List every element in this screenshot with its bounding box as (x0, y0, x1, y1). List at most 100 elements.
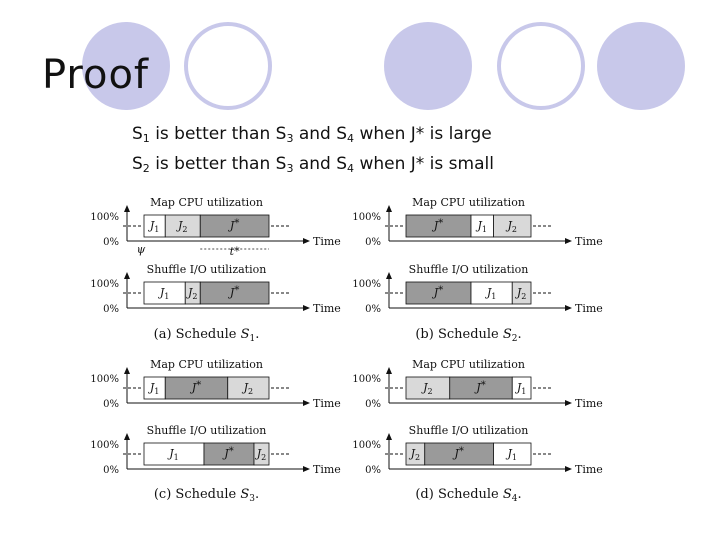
schedule-c-shuffle-segment-label-0: J1 (167, 447, 179, 462)
schedule-c-map-y-top: 100% (90, 374, 119, 385)
schedule-a-psi-marker: ψ (137, 243, 146, 256)
schedule-b-shuffle-segment-label-1: J1 (485, 286, 497, 301)
schedule-d-map-x-label: Time (575, 397, 603, 410)
schedule-c-map-title: Map CPU utilization (150, 358, 263, 371)
decor-circle-3 (597, 22, 685, 110)
schedule-c-shuffle-segment-label-2: J2 (255, 447, 267, 462)
bullet-text: when J* is small (354, 154, 494, 174)
bullet-text: is better than S (149, 154, 287, 174)
schedule-a-map-segment-label-0: J1 (148, 219, 160, 234)
schedule-d-map-y-top: 100% (352, 374, 381, 385)
schedule-d-shuffle-segment-label-0: J2 (409, 447, 421, 462)
schedule-d-shuffle-title: Shuffle I/O utilization (409, 424, 529, 437)
schedule-c-map-x-arrow (303, 400, 310, 406)
schedule-a-caption: (a) Schedule S1. (154, 327, 260, 344)
schedule-d-map-segment-label-1: J* (474, 380, 485, 394)
subscript: 1 (142, 132, 150, 145)
schedule-d-map-x-arrow (565, 400, 572, 406)
schedule-a-tstar-marker: t* (230, 245, 240, 258)
schedule-b-shuffle-x-label: Time (575, 302, 603, 315)
schedule-b-map-segment-label-0: J* (432, 218, 443, 232)
schedule-b-map-y-arrow (386, 205, 392, 212)
schedule-c-shuffle-y-bottom: 0% (103, 465, 119, 476)
schedule-a-map-segment-label-1: J2 (176, 219, 188, 234)
schedule-d-map-segment-2 (511, 376, 532, 400)
schedule-d-map-title: Map CPU utilization (412, 358, 525, 371)
schedule-a-shuffle-segment-label-0: J1 (158, 286, 170, 301)
decor-ring-1 (184, 22, 272, 110)
subscript: 3 (286, 162, 294, 175)
schedule-c-shuffle-x-label: Time (313, 463, 341, 476)
schedule-b-shuffle-segment-label-2: J2 (515, 286, 527, 301)
subscript: 4 (347, 162, 355, 175)
schedule-a-shuffle-x-arrow (303, 305, 310, 311)
schedule-a-shuffle-title: Shuffle I/O utilization (147, 263, 267, 276)
schedule-d-shuffle-segment-label-2: J1 (505, 447, 517, 462)
schedule-a-shuffle-segment-2 (199, 281, 270, 305)
schedule-d-shuffle-y-bottom: 0% (365, 465, 381, 476)
subscript: 3 (286, 132, 294, 145)
schedule-b-map-segment-label-2: J2 (505, 219, 517, 234)
decor-ring-2 (497, 22, 585, 110)
schedule-d-map-segment-label-0: J2 (421, 381, 433, 396)
schedule-c-map-segment-label-1: J* (190, 380, 201, 394)
schedule-d-shuffle-y-top: 100% (352, 440, 381, 451)
schedule-c-map-y-arrow (124, 367, 130, 374)
schedule-a-map-x-label: Time (313, 235, 341, 248)
schedule-b-shuffle-y-arrow (386, 272, 392, 279)
schedule-a-map-title: Map CPU utilization (150, 196, 263, 209)
schedule-c-shuffle-y-arrow (124, 433, 130, 440)
schedule-a-map-x-arrow (303, 238, 310, 244)
bullet-text: is better than S (149, 124, 287, 144)
schedule-b-shuffle-segment-2 (511, 281, 532, 305)
schedule-b-caption: (b) Schedule S2. (415, 327, 521, 344)
bullet-text: and S (293, 154, 348, 174)
schedule-c-shuffle-segment-2 (253, 442, 270, 466)
schedule-b-shuffle-y-bottom: 0% (365, 304, 381, 315)
schedule-b-shuffle-x-arrow (565, 305, 572, 311)
schedule-b-map-segment-2 (493, 214, 532, 238)
schedule-b-shuffle-y-top: 100% (352, 279, 381, 290)
schedule-c-map-segment-label-2: J2 (242, 381, 254, 396)
schedule-a-map-segment-2 (199, 214, 270, 238)
schedule-d-map-y-bottom: 0% (365, 399, 381, 410)
schedule-c-shuffle-title: Shuffle I/O utilization (147, 424, 267, 437)
bullet-small-jstar: S2 is better than S3 and S4 when J* is s… (132, 154, 494, 175)
schedule-b-map-x-label: Time (575, 235, 603, 248)
schedule-a-shuffle-y-bottom: 0% (103, 304, 119, 315)
slide-title: Proof (42, 52, 150, 98)
schedule-c-caption: (c) Schedule S3. (154, 487, 259, 504)
schedule-a-map-y-arrow (124, 205, 130, 212)
schedule-b-shuffle-title: Shuffle I/O utilization (409, 263, 529, 276)
bullet-text: when J* is large (354, 124, 492, 144)
schedule-b-map-segment-label-1: J1 (475, 219, 487, 234)
schedule-c-map-y-bottom: 0% (103, 399, 119, 410)
schedule-d-shuffle-x-label: Time (575, 463, 603, 476)
schedule-b-map-title: Map CPU utilization (412, 196, 525, 209)
schedule-d-caption: (d) Schedule S4. (415, 487, 521, 504)
schedule-c-shuffle-segment-label-1: J* (222, 446, 233, 460)
schedule-c-shuffle-x-arrow (303, 466, 310, 472)
schedule-a-shuffle-segment-label-1: J2 (186, 286, 198, 301)
schedule-b-map-x-arrow (565, 238, 572, 244)
schedule-b-shuffle-segment-label-0: J* (432, 285, 443, 299)
schedule-a-map-y-top: 100% (90, 212, 119, 223)
schedule-c-map-segment-label-0: J1 (148, 381, 160, 396)
decor-circle-1 (82, 22, 170, 110)
bullet-large-jstar: S1 is better than S3 and S4 when J* is l… (132, 124, 492, 145)
schedule-b-map-y-top: 100% (352, 212, 381, 223)
schedule-b-map-y-bottom: 0% (365, 237, 381, 248)
schedule-d-shuffle-y-arrow (386, 433, 392, 440)
schedule-d-map-segment-label-2: J1 (515, 381, 527, 396)
schedule-a-shuffle-segment-label-2: J* (228, 285, 239, 299)
schedule-d-shuffle-segment-label-1: J* (452, 446, 463, 460)
subscript: 2 (142, 162, 150, 175)
decor-circle-2 (384, 22, 472, 110)
schedule-a-map-y-bottom: 0% (103, 237, 119, 248)
schedule-c-map-segment-2 (227, 376, 270, 400)
schedule-d-map-y-arrow (386, 367, 392, 374)
schedule-d-shuffle-segment-2 (493, 442, 532, 466)
bullet-text: and S (293, 124, 348, 144)
